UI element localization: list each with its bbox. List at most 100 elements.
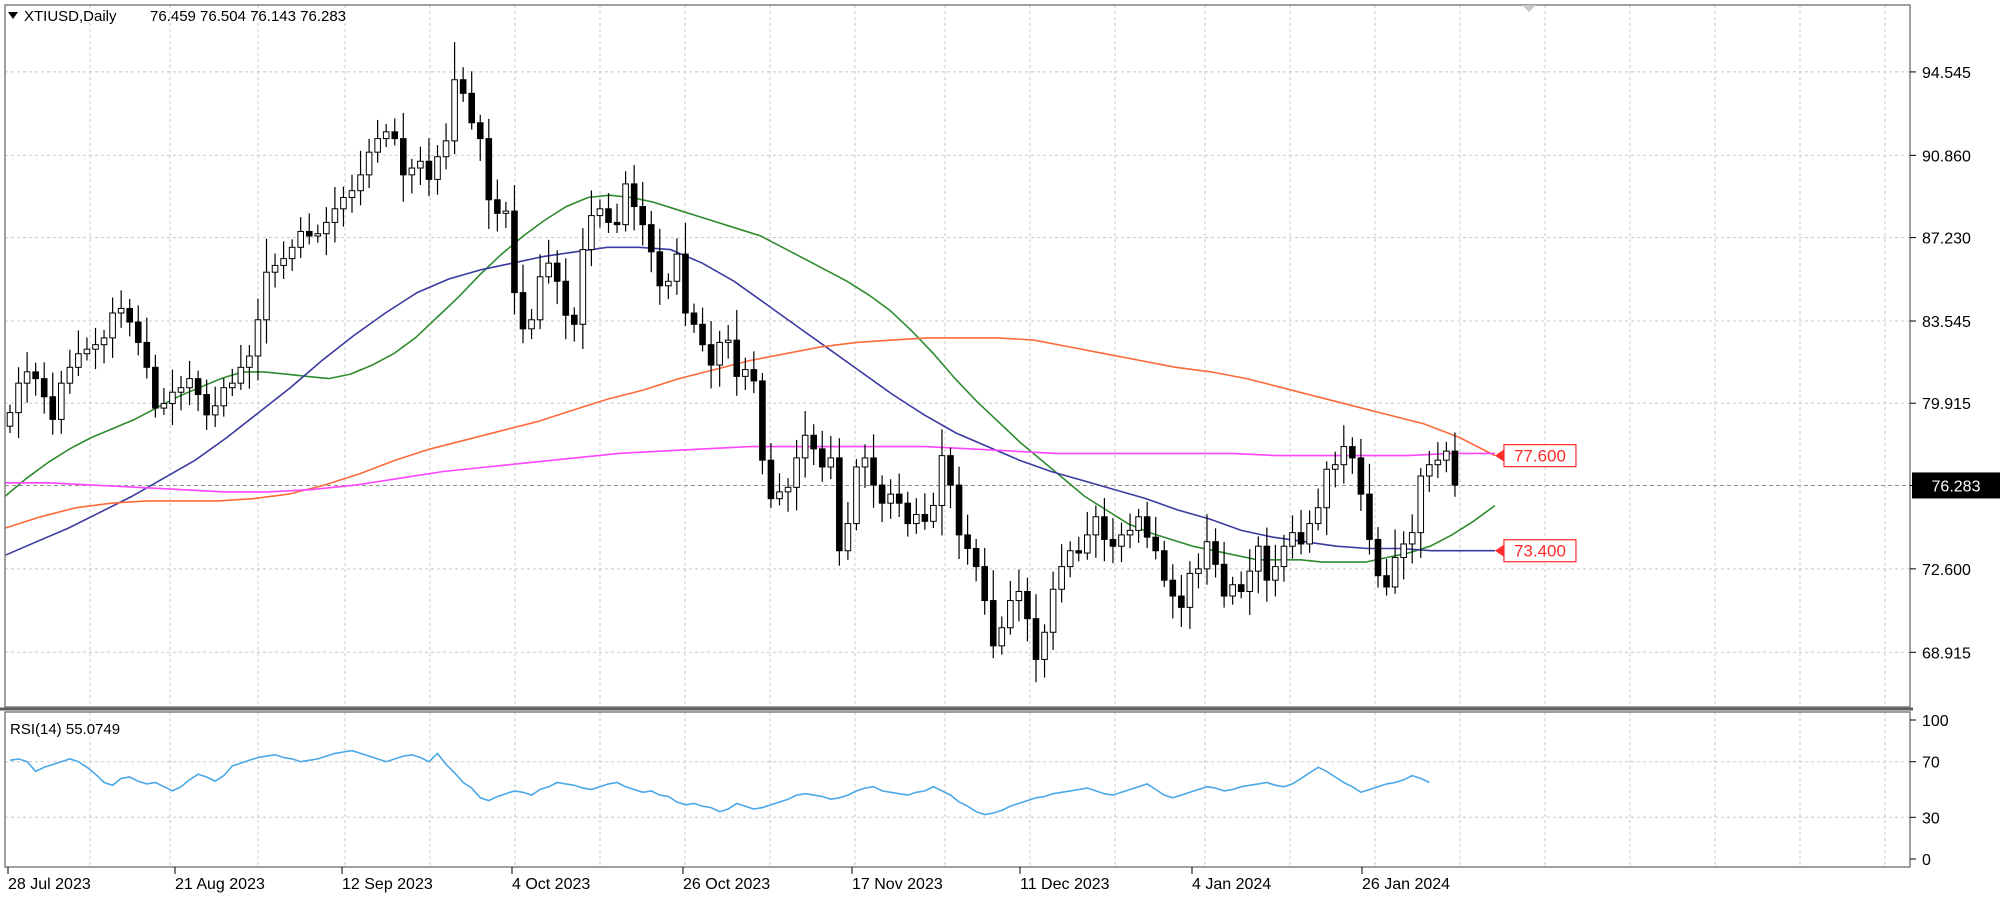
candle-bear: [1109, 538, 1117, 547]
candle-bull: [1443, 450, 1450, 461]
candle-bull: [622, 183, 629, 226]
candle-bull: [545, 262, 552, 278]
candle-bull: [442, 140, 450, 158]
candle-bear: [400, 138, 407, 176]
candle-bear: [1024, 591, 1031, 620]
candle-bull: [211, 405, 219, 416]
candle-bear: [1220, 563, 1228, 597]
candle-bull: [374, 138, 381, 153]
candle-bull: [1135, 516, 1142, 531]
level-label-text: 73.400: [1514, 542, 1566, 561]
candle-bull: [100, 337, 108, 346]
candle-bear: [1383, 575, 1390, 588]
candle-bear: [305, 230, 313, 237]
candle-bull: [1391, 557, 1399, 588]
y-tick-label: 79.915: [1922, 396, 1971, 413]
x-tick-label: 28 Jul 2023: [8, 876, 91, 893]
candle-bull: [66, 366, 74, 384]
candle-bull: [596, 208, 604, 217]
x-tick-label: 4 Oct 2023: [512, 876, 590, 893]
candle-bull: [1126, 529, 1134, 536]
candle-bull: [844, 523, 852, 552]
symbol-label: XTIUSD,Daily: [24, 8, 117, 25]
candle-bear: [1143, 516, 1151, 538]
candle-bear: [733, 339, 741, 377]
y-tick-label: 87.230: [1922, 231, 1971, 248]
candle-bull: [417, 160, 424, 169]
candle-bull: [1400, 543, 1407, 559]
candle-bear: [767, 459, 775, 500]
candle-bull: [1195, 568, 1202, 574]
candle-bear: [707, 344, 715, 366]
level-label-box: [1503, 539, 1577, 563]
candle-bear: [836, 457, 843, 552]
chart-shift-marker-icon[interactable]: [1522, 5, 1536, 12]
candle-bull: [930, 504, 937, 522]
candle-bull: [83, 348, 91, 355]
candle-bull: [784, 486, 792, 493]
candle-bull: [801, 434, 809, 459]
candle-bear: [425, 160, 433, 180]
candle-bull: [1408, 532, 1416, 545]
candle-bull: [365, 151, 373, 176]
candle-bear: [647, 224, 655, 253]
rsi-tick-label: 30: [1922, 810, 1940, 827]
candle-bull: [288, 246, 296, 260]
candle-bear: [1237, 584, 1245, 593]
candle-bull: [1066, 550, 1074, 568]
candle-bear: [639, 206, 647, 226]
candle-bear: [459, 79, 467, 94]
candle-bull: [665, 280, 672, 287]
candle-bull: [913, 514, 920, 525]
candle-bull: [23, 371, 31, 384]
candle-bull: [1434, 459, 1442, 466]
candle-bull: [998, 627, 1006, 647]
candle-bull: [1314, 507, 1322, 525]
candle-bull: [938, 455, 946, 506]
candle-bear: [143, 341, 151, 368]
candle-bear: [921, 514, 929, 522]
y-tick-label: 83.545: [1922, 314, 1971, 331]
price-labels: 77.600 73.400: [1494, 444, 1577, 563]
candle-bull: [536, 276, 544, 321]
candle-bull: [340, 196, 347, 210]
candle-bull: [1426, 464, 1433, 477]
candle-bear: [630, 183, 638, 208]
candle-bull: [254, 319, 262, 357]
rsi-tick-label: 0: [1922, 852, 1931, 869]
candle-bull: [271, 264, 279, 273]
candle-bull: [357, 174, 364, 192]
candle-bear: [511, 210, 518, 294]
candle-bear: [203, 393, 210, 416]
candle-bear: [1349, 446, 1356, 459]
candle-bull: [742, 369, 749, 377]
y-tick-label: 72.600: [1922, 562, 1971, 579]
candle-bear: [656, 251, 664, 287]
candle-bull: [1280, 545, 1288, 568]
candle-bear: [682, 253, 689, 314]
candle-bear: [1075, 550, 1083, 554]
candle-bull: [408, 167, 416, 176]
candle-bull: [382, 131, 390, 140]
dropdown-triangle-icon[interactable]: [8, 12, 18, 19]
rsi-label: RSI(14) 55.0749: [10, 721, 120, 738]
candle-bull: [331, 208, 339, 223]
candle-bear: [485, 138, 493, 201]
candle-bear: [904, 502, 912, 525]
candle-bear: [1160, 550, 1168, 581]
rsi-series: [9, 749, 1430, 816]
candle-bear: [759, 380, 766, 461]
candle-bull: [1340, 446, 1348, 466]
candle-bear: [49, 396, 57, 420]
candle-bull: [1323, 468, 1331, 509]
rsi-tick-label: 70: [1922, 755, 1940, 772]
candle-bull: [1306, 523, 1313, 545]
candle-bull: [673, 253, 681, 282]
candle-bear: [40, 378, 48, 398]
candle-bull: [58, 382, 65, 420]
candle-bull: [177, 387, 185, 393]
candle-bull: [1118, 534, 1125, 547]
candle-bull: [1289, 532, 1296, 547]
